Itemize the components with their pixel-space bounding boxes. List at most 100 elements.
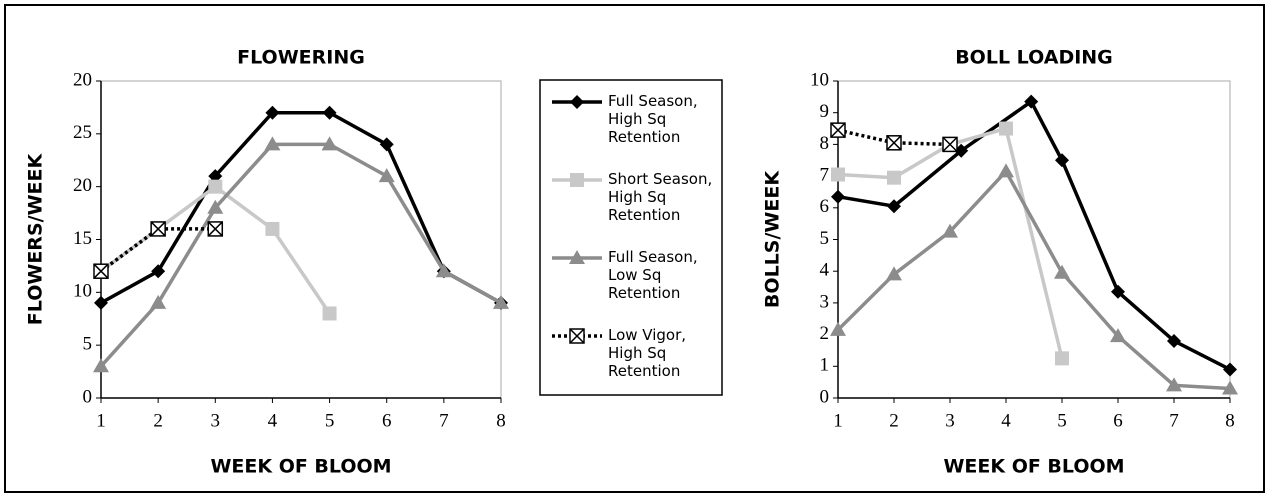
x-tick-label: 3 bbox=[211, 410, 221, 431]
chart-title: FLOWERING bbox=[237, 47, 365, 69]
marker bbox=[569, 328, 585, 344]
legend-item: Low Vigor, High Sq Retention bbox=[608, 326, 687, 380]
x-axis-label: WEEK OF BLOOM bbox=[210, 456, 391, 478]
series-line bbox=[836, 168, 1231, 391]
y-tick-label: 1 bbox=[820, 355, 830, 376]
y-tick-label: 10 bbox=[810, 69, 829, 90]
marker-x bbox=[569, 328, 585, 344]
x-tick-label: 7 bbox=[439, 410, 449, 431]
y-tick-label: 4 bbox=[820, 260, 830, 281]
series-line bbox=[837, 126, 1064, 359]
marker-x bbox=[942, 136, 958, 152]
x-tick-label: 5 bbox=[1057, 410, 1067, 431]
y-tick-label: 10 bbox=[73, 281, 92, 302]
x-tick-label: 3 bbox=[945, 410, 955, 431]
x-tick-label: 4 bbox=[1001, 410, 1011, 431]
marker bbox=[1166, 377, 1182, 392]
marker bbox=[831, 189, 845, 204]
x-tick-label: 6 bbox=[1113, 410, 1123, 431]
marker bbox=[831, 167, 845, 182]
y-tick-label: 0 bbox=[820, 386, 830, 407]
y-tick-label: 0 bbox=[83, 386, 93, 407]
legend-label: Full Season, Low Sq Retention bbox=[608, 248, 698, 302]
marker bbox=[493, 294, 509, 309]
x-tick-label: 5 bbox=[325, 410, 335, 431]
y-axis-label: FLOWERS/WEEK bbox=[25, 153, 47, 326]
legend-item: Short Season, High Sq Retention bbox=[608, 170, 713, 224]
marker bbox=[887, 170, 901, 185]
series-line bbox=[99, 142, 502, 368]
marker-x bbox=[150, 221, 166, 237]
marker bbox=[1111, 284, 1125, 299]
series-line bbox=[99, 227, 216, 273]
marker bbox=[435, 263, 452, 278]
marker-x bbox=[207, 221, 223, 237]
marker-x bbox=[830, 122, 846, 138]
marker bbox=[322, 306, 337, 321]
frame bbox=[4, 4, 1265, 493]
chart-title: BOLL LOADING bbox=[955, 47, 1113, 69]
marker bbox=[1054, 264, 1070, 279]
marker bbox=[1055, 351, 1069, 366]
marker bbox=[886, 135, 902, 151]
marker bbox=[151, 264, 166, 279]
x-axis-label: WEEK OF BLOOM bbox=[943, 456, 1124, 478]
marker bbox=[942, 136, 958, 153]
marker bbox=[93, 263, 109, 279]
y-tick-label: 20 bbox=[73, 69, 92, 90]
x-tick-label: 4 bbox=[268, 410, 278, 431]
marker bbox=[322, 105, 337, 120]
marker bbox=[1024, 94, 1039, 109]
marker bbox=[208, 179, 223, 194]
y-tick-label: 9 bbox=[820, 101, 830, 122]
legend-label: Full Season, High Sq Retention bbox=[608, 92, 698, 146]
y-tick-label: 6 bbox=[820, 196, 830, 217]
marker bbox=[570, 173, 584, 187]
x-tick-label: 6 bbox=[382, 410, 392, 431]
legend-label: Short Season, High Sq Retention bbox=[608, 170, 713, 224]
y-tick-label: 8 bbox=[820, 133, 830, 154]
y-tick-label: 5 bbox=[820, 228, 830, 249]
marker bbox=[1167, 333, 1181, 348]
marker bbox=[93, 358, 109, 373]
marker bbox=[942, 223, 958, 238]
marker bbox=[378, 168, 395, 183]
plot-area bbox=[100, 80, 502, 399]
marker bbox=[570, 95, 584, 109]
series-line bbox=[100, 110, 502, 305]
x-tick-label: 2 bbox=[889, 410, 899, 431]
x-tick-label: 7 bbox=[1169, 410, 1179, 431]
marker bbox=[150, 294, 167, 309]
marker bbox=[1222, 380, 1238, 395]
y-tick-label: 7 bbox=[820, 164, 830, 185]
marker bbox=[321, 136, 338, 151]
x-tick-label: 8 bbox=[1225, 410, 1235, 431]
y-axis-label: BOLLS/WEEK bbox=[762, 170, 784, 308]
legend-item: Full Season, High Sq Retention bbox=[608, 92, 698, 146]
marker-x bbox=[886, 135, 902, 151]
y-tick-label: 20 bbox=[73, 175, 92, 196]
legend-label: Low Vigor, High Sq Retention bbox=[608, 326, 687, 380]
marker bbox=[569, 250, 585, 264]
marker bbox=[1110, 328, 1126, 343]
marker-x bbox=[93, 263, 109, 279]
marker bbox=[208, 169, 223, 184]
marker bbox=[207, 221, 224, 237]
marker bbox=[265, 105, 280, 120]
marker bbox=[886, 266, 902, 281]
marker bbox=[830, 122, 846, 138]
marker bbox=[379, 137, 394, 152]
marker bbox=[1055, 153, 1069, 168]
y-tick-label: 5 bbox=[83, 334, 93, 355]
series-line bbox=[837, 99, 1231, 372]
y-tick-label: 3 bbox=[820, 291, 830, 312]
marker bbox=[887, 199, 901, 214]
legend-box bbox=[539, 79, 723, 396]
series-line bbox=[837, 128, 951, 147]
x-tick-label: 1 bbox=[833, 410, 843, 431]
legend-item: Full Season, Low Sq Retention bbox=[608, 248, 698, 302]
marker bbox=[94, 295, 108, 310]
marker bbox=[998, 163, 1014, 178]
x-tick-label: 1 bbox=[96, 410, 106, 431]
